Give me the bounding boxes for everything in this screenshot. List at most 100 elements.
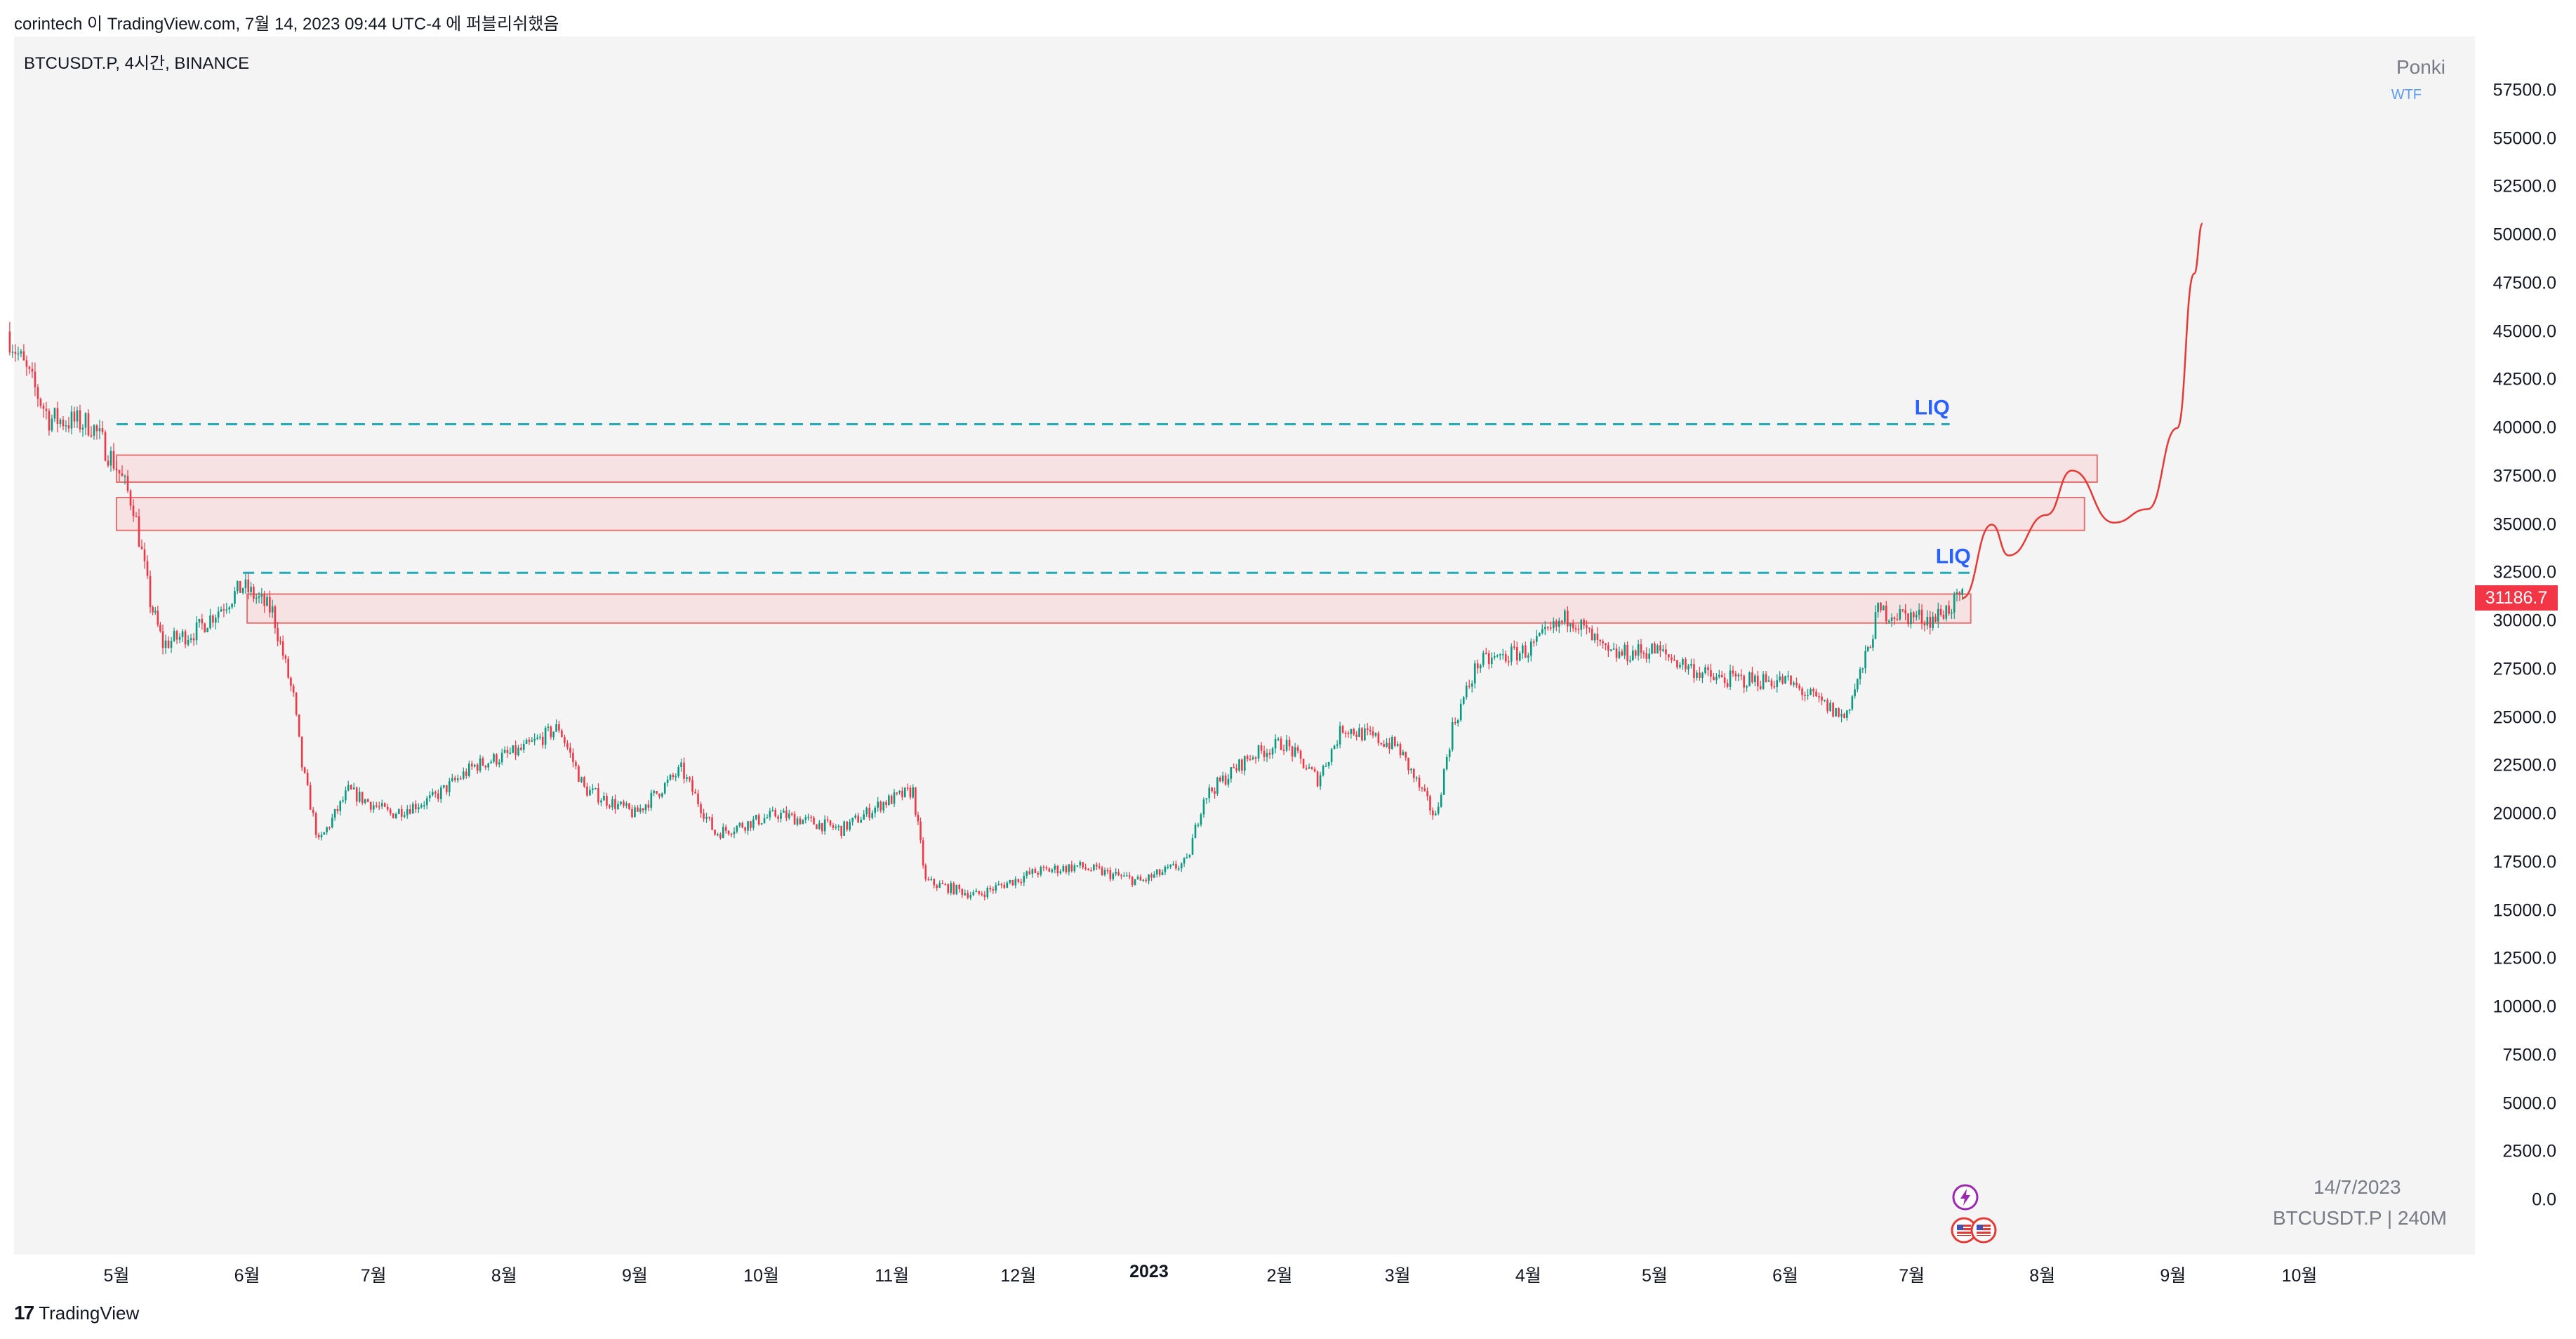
candle-body xyxy=(1815,691,1817,697)
candle-body xyxy=(1583,620,1585,626)
candle-body xyxy=(414,804,417,810)
candle-body xyxy=(1490,658,1493,665)
candle-body xyxy=(1746,686,1748,688)
candle-body xyxy=(1327,762,1330,766)
candle-body xyxy=(392,813,394,818)
candle-body xyxy=(1854,689,1856,697)
candle-body xyxy=(933,879,936,886)
candle-body xyxy=(879,801,882,811)
candle-body xyxy=(345,790,347,801)
candle-body xyxy=(45,408,48,411)
candle-body xyxy=(1687,665,1689,670)
candle-body xyxy=(1246,756,1249,759)
candle-body xyxy=(623,801,625,806)
footer-brand[interactable]: 17 TradingView xyxy=(14,1302,139,1324)
candle-body xyxy=(328,827,331,829)
candle-body xyxy=(736,825,738,832)
candle-body xyxy=(126,476,129,491)
candle-body xyxy=(1637,644,1640,656)
candle-body xyxy=(87,413,90,436)
candle-body xyxy=(1448,750,1451,757)
us-flag-event-icon[interactable] xyxy=(1950,1216,1978,1244)
candle-body xyxy=(138,516,140,547)
candle-body xyxy=(1835,708,1837,717)
candle-body xyxy=(522,743,525,750)
candle-body xyxy=(694,792,696,794)
candle-body xyxy=(868,808,870,818)
candle-body xyxy=(101,428,104,432)
candle-body xyxy=(112,451,115,469)
candle-body xyxy=(146,561,149,576)
candle-body xyxy=(967,893,969,898)
candle-body xyxy=(1829,702,1831,712)
candle-body xyxy=(164,640,167,648)
candle-body xyxy=(1274,738,1277,749)
candle-body xyxy=(995,885,997,891)
candle-body xyxy=(460,778,462,780)
candle-body xyxy=(1324,766,1327,767)
candle-body xyxy=(1713,677,1715,681)
candle-body xyxy=(67,425,70,429)
candle-body xyxy=(1874,612,1877,639)
candle-body xyxy=(1883,606,1885,611)
candle-body xyxy=(1807,694,1809,696)
zone-2 xyxy=(246,593,1972,624)
candle-body xyxy=(1115,872,1117,874)
price-plot[interactable]: LIQ LIQ xyxy=(0,0,2475,1288)
time-axis[interactable]: 5월 6월 7월 8월 9월 10월 11월 12월 2023 2월 3월 4월 5월 6월 7월 8월 9월 1… xyxy=(14,1255,2475,1288)
candle-body xyxy=(1885,606,1887,622)
candle-body xyxy=(600,800,602,803)
candle-body xyxy=(454,778,456,780)
candle-body xyxy=(476,764,479,771)
candle-body xyxy=(1313,768,1316,772)
candle-body xyxy=(258,597,260,598)
candle-body xyxy=(167,640,170,648)
candle-body xyxy=(1707,667,1709,670)
candle-body xyxy=(320,834,323,838)
candle-body xyxy=(1136,877,1139,879)
candle-body xyxy=(465,771,467,776)
candle-body xyxy=(1336,744,1339,746)
price-axis[interactable]: 57500.0 55000.0 52500.0 50000.0 47500.0 45000… xyxy=(2475,36,2576,1288)
candle-body xyxy=(14,352,17,354)
last-price-badge: 31186.7 xyxy=(2475,585,2558,611)
price-tick: 7500.0 xyxy=(2502,1045,2556,1065)
candle-body xyxy=(774,809,776,817)
candle-body xyxy=(1642,653,1645,654)
candle-body xyxy=(260,594,263,597)
candle-body xyxy=(1487,653,1490,665)
candle-body xyxy=(550,726,552,738)
candle-body xyxy=(1224,775,1227,785)
candle-body xyxy=(1280,738,1282,750)
candle-body xyxy=(451,778,453,781)
candle-body xyxy=(1612,648,1615,650)
candle-body xyxy=(1915,615,1918,618)
candle-body xyxy=(237,580,239,592)
price-tick: 27500.0 xyxy=(2492,659,2556,679)
candle-body xyxy=(1305,768,1308,770)
chart-panel[interactable] xyxy=(14,36,2475,1288)
candle-body xyxy=(947,884,950,893)
candle-body xyxy=(1000,884,1003,886)
lightning-event-icon[interactable] xyxy=(1951,1183,1979,1211)
candle-body xyxy=(333,808,336,818)
candle-body xyxy=(589,790,591,796)
candle-body xyxy=(39,399,42,406)
liq-label-0: LIQ xyxy=(1915,397,1950,420)
candle-body xyxy=(1260,745,1263,751)
candle-body xyxy=(355,787,358,802)
candle-body xyxy=(656,791,658,794)
candle-body xyxy=(1518,653,1521,661)
candle-body xyxy=(1536,636,1538,642)
candle-body xyxy=(1386,742,1388,747)
candle-body xyxy=(187,639,190,645)
us-flag-event-icon-2[interactable] xyxy=(1970,1216,1998,1244)
candle-body xyxy=(1657,645,1659,654)
time-tick: 3월 xyxy=(1384,1266,1411,1286)
candle-body xyxy=(1254,757,1257,759)
symbol-label[interactable]: BTCUSDT.P, 4시간, BINANCE xyxy=(24,54,250,73)
candle-body xyxy=(1134,879,1136,886)
candle-body xyxy=(771,809,774,811)
candle-body xyxy=(1059,871,1062,874)
candle-body xyxy=(835,827,837,828)
